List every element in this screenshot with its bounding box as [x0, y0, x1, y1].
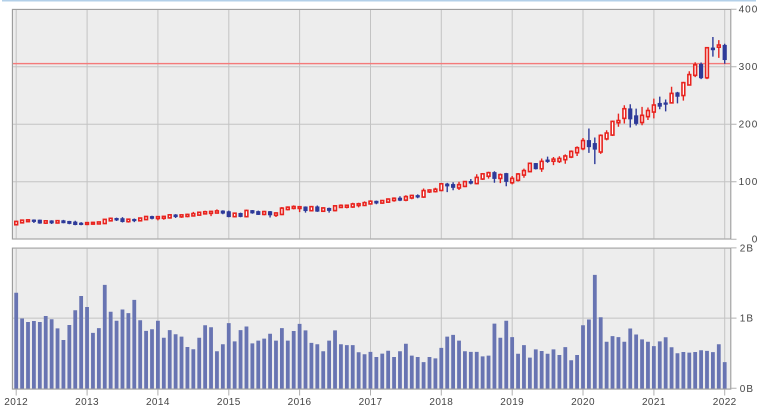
svg-text:2022: 2022	[713, 397, 737, 408]
svg-text:0B: 0B	[740, 384, 754, 395]
svg-text:0: 0	[752, 235, 759, 246]
svg-text:2017: 2017	[359, 397, 383, 408]
svg-text:2021: 2021	[642, 397, 666, 408]
svg-text:2019: 2019	[500, 397, 524, 408]
svg-text:1B: 1B	[740, 314, 754, 325]
svg-text:100: 100	[739, 177, 759, 188]
svg-text:2B: 2B	[740, 243, 754, 254]
svg-text:300: 300	[739, 62, 759, 73]
svg-text:2015: 2015	[217, 397, 241, 408]
svg-text:200: 200	[739, 120, 759, 131]
svg-text:2018: 2018	[429, 397, 453, 408]
svg-text:2013: 2013	[75, 397, 99, 408]
svg-text:2016: 2016	[288, 397, 312, 408]
svg-text:400: 400	[739, 5, 759, 16]
svg-text:2012: 2012	[4, 397, 28, 408]
svg-text:2020: 2020	[571, 397, 595, 408]
svg-text:2014: 2014	[146, 397, 170, 408]
